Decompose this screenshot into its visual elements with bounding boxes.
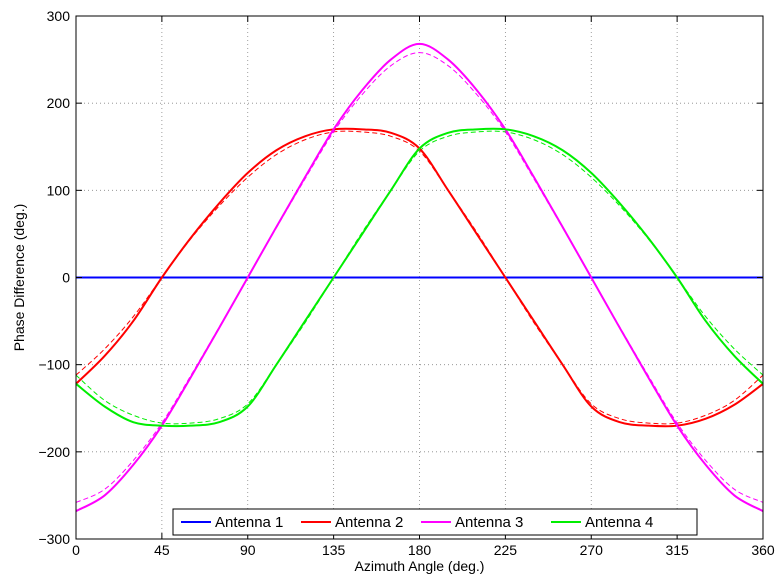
y-tick-label: −300 [38, 531, 70, 547]
x-tick-label: 225 [494, 542, 518, 558]
series-line-antenna-4 [75, 127, 764, 428]
y-tick-label: −200 [38, 444, 70, 460]
axes [75, 15, 764, 540]
legend: Antenna 1 Antenna 2 Antenna 3 Antenna 4 [172, 508, 698, 536]
series-layer [75, 42, 764, 512]
legend-label-antenna-2: Antenna 2 [335, 514, 403, 531]
x-tick-label: 0 [72, 542, 80, 558]
x-tick-label: 180 [408, 542, 432, 558]
y-tick-label: −100 [38, 357, 70, 373]
y-tick-label: 200 [47, 95, 71, 111]
x-tick-label: 360 [751, 542, 775, 558]
x-tick-label: 270 [580, 542, 604, 558]
series-line-antenna-3 [75, 42, 764, 512]
x-tick-label: 90 [240, 542, 256, 558]
legend-label-antenna-1: Antenna 1 [215, 514, 283, 531]
legend-label-antenna-3: Antenna 3 [455, 514, 523, 531]
y-tick-label: 0 [62, 270, 70, 286]
y-axis-label: Phase Difference (deg.) [11, 204, 27, 352]
tick-labels: 0 45 90 135 180 225 270 315 360 −300 −200 −100 0 100 2… [38, 8, 774, 558]
x-tick-label: 135 [322, 542, 346, 558]
x-axis-label: Azimuth Angle (deg.) [355, 558, 485, 574]
y-tick-label: 100 [47, 182, 71, 198]
legend-label-antenna-4: Antenna 4 [585, 514, 653, 531]
x-tick-label: 45 [154, 542, 170, 558]
y-tick-label: 300 [47, 8, 71, 24]
x-tick-label: 315 [665, 542, 689, 558]
